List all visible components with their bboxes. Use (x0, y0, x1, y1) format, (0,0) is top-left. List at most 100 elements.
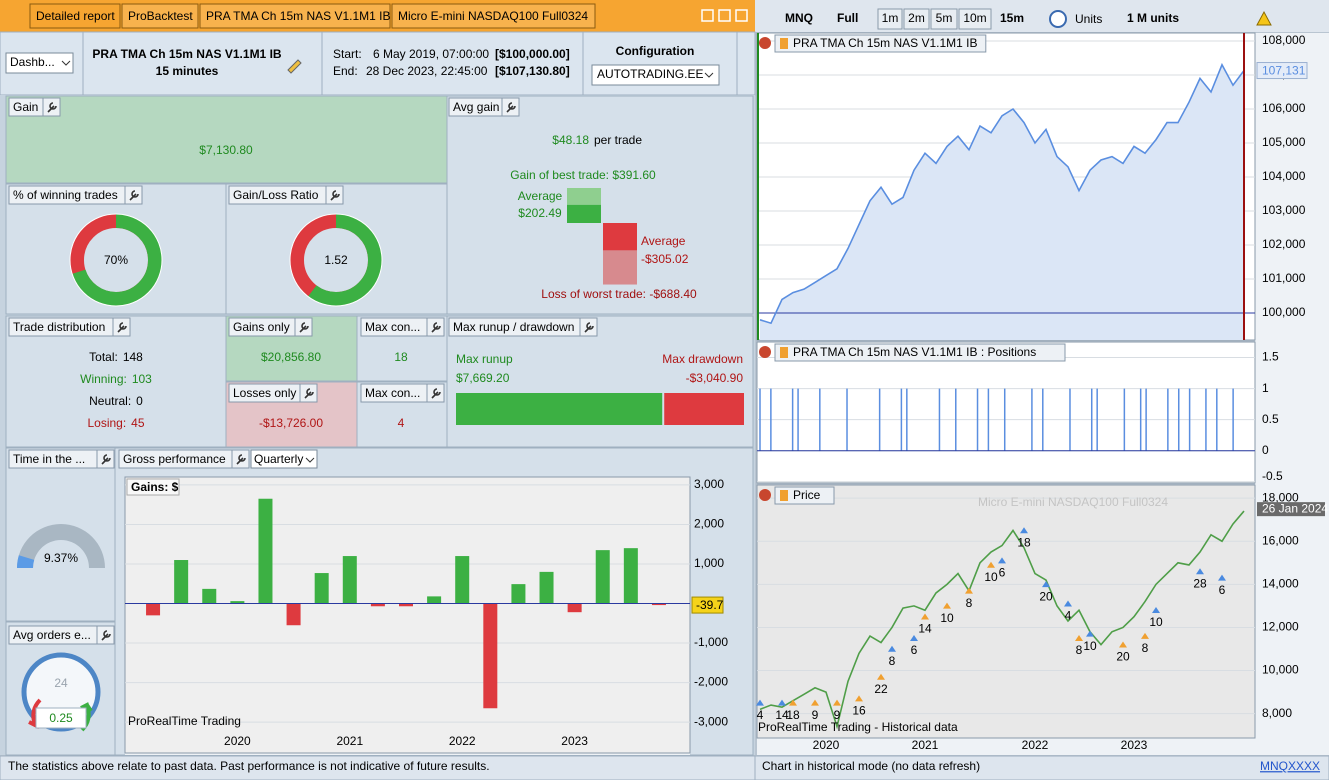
timeframe-button[interactable] (903, 8, 930, 30)
settings-button[interactable] (124, 185, 143, 205)
bar (955, 388, 957, 451)
timeframe-button-label[interactable]: 10m (963, 11, 986, 25)
bar (1188, 388, 1191, 451)
x-tick-label: 2020 (224, 734, 251, 748)
period-select-label[interactable]: Quarterly (254, 452, 303, 466)
worst-trade-label: Loss of worst trade: -$688.40 (541, 287, 697, 301)
units-label[interactable]: Units (1075, 12, 1102, 26)
order-arrow (1196, 568, 1204, 575)
window-button[interactable] (701, 9, 714, 22)
tab-label[interactable]: Micro E-mini NASDAQ100 Full0324 (398, 9, 588, 23)
y-tick-label: 0.5 (1262, 412, 1279, 426)
close-button[interactable] (759, 37, 771, 49)
units[interactable]: 1 M units (1127, 11, 1179, 25)
timeframe-button[interactable] (877, 8, 903, 30)
gains-only-value: $20,856.80 (261, 350, 321, 364)
order-arrow (778, 699, 786, 706)
settings-button[interactable] (42, 97, 61, 117)
bar (846, 388, 848, 451)
tab-label[interactable]: Detailed report (36, 9, 115, 23)
settings-button[interactable] (294, 317, 313, 337)
x-tick-label: 2021 (912, 738, 939, 752)
start-label: Start: (333, 47, 362, 61)
distribution-label: Neutral: (89, 394, 131, 408)
timeframe-button-label[interactable]: 2m (908, 11, 925, 25)
order-count: 6 (1219, 583, 1226, 597)
panel-title: Max runup / drawdown (453, 320, 574, 334)
wrench-icon (506, 102, 516, 113)
plot-background (124, 476, 691, 754)
symbol[interactable]: MNQ (785, 11, 813, 25)
panel-title: Gain (13, 100, 38, 114)
tab-label[interactable]: PRA TMA Ch 15m NAS V1.1M1 IB (206, 9, 391, 23)
y-tick-label: 14,000 (1262, 577, 1299, 591)
bar (286, 603, 301, 626)
tab[interactable] (121, 3, 199, 29)
settings-button[interactable] (96, 449, 115, 469)
range[interactable]: Full (837, 11, 858, 25)
timeframe-button[interactable] (958, 8, 992, 30)
x-tick-label: 2021 (336, 734, 363, 748)
settings-button[interactable] (426, 317, 445, 337)
distribution-row: Losing: 45 (87, 416, 144, 430)
order-count: 9 (834, 708, 841, 722)
close-button[interactable] (759, 346, 771, 358)
order-arrow (811, 699, 819, 706)
warning-icon (1256, 10, 1272, 26)
dashboard-select[interactable] (5, 52, 74, 74)
order-arrow (833, 699, 841, 706)
panel-title: Avg gain (453, 100, 499, 114)
y-tick-label: 1.5 (1262, 350, 1279, 364)
order-count: 22 (874, 682, 888, 696)
window-button[interactable] (718, 9, 731, 22)
window-button[interactable] (735, 9, 748, 22)
timeframe-button[interactable] (930, 8, 958, 30)
settings-button[interactable] (299, 383, 318, 403)
y-tick-label: 108,000 (1262, 33, 1306, 47)
bar (595, 550, 610, 604)
settings-button[interactable] (96, 625, 115, 645)
dashboard-select-label[interactable]: Dashb... (10, 55, 55, 69)
close-button[interactable] (759, 489, 771, 501)
order-arrow (888, 645, 896, 652)
timeframe-button-label[interactable]: 1m (882, 11, 899, 25)
y-tick-label: -0.5 (1262, 469, 1283, 483)
order-count: 10 (1149, 615, 1163, 629)
tab-label[interactable]: ProBacktest (128, 9, 193, 23)
timeframe-button-label[interactable]: 5m (936, 11, 953, 25)
configuration-value[interactable]: AUTOTRADING.EE (597, 67, 703, 81)
settings-button[interactable] (231, 449, 250, 469)
settings-button[interactable] (501, 97, 520, 117)
status-link[interactable]: MNQXXXX (1260, 759, 1320, 773)
bar (567, 603, 582, 613)
settings-button[interactable] (579, 317, 598, 337)
edit-icon[interactable] (287, 59, 302, 74)
settings-button[interactable] (325, 185, 344, 205)
bar (819, 388, 821, 451)
tab[interactable] (391, 3, 596, 29)
period-select[interactable] (250, 449, 318, 469)
settings-button[interactable] (426, 383, 445, 403)
panel (5, 95, 448, 184)
color-icon (780, 38, 788, 49)
bar (1042, 388, 1044, 451)
tab[interactable] (29, 3, 121, 29)
bar (511, 584, 526, 604)
order-count: 6 (999, 566, 1006, 580)
configuration-select[interactable] (591, 64, 720, 86)
settings-button[interactable] (112, 317, 131, 337)
tab[interactable] (199, 3, 391, 29)
bar (539, 571, 554, 604)
drawdown-label: Max drawdown (662, 352, 743, 366)
wrench-icon (299, 322, 309, 333)
order-arrow (943, 602, 951, 609)
start-date: 6 May 2019, 07:00:00 (373, 47, 489, 61)
y-tick-label: 10,000 (1262, 663, 1299, 677)
wrench-icon (431, 388, 441, 399)
timeframe[interactable]: 15m (1000, 11, 1024, 25)
price-line (759, 510, 1245, 730)
last-value-label: -39.7 (696, 598, 724, 612)
bar (651, 603, 666, 606)
panel-title: Gains only (233, 320, 290, 334)
bar (1167, 388, 1169, 451)
